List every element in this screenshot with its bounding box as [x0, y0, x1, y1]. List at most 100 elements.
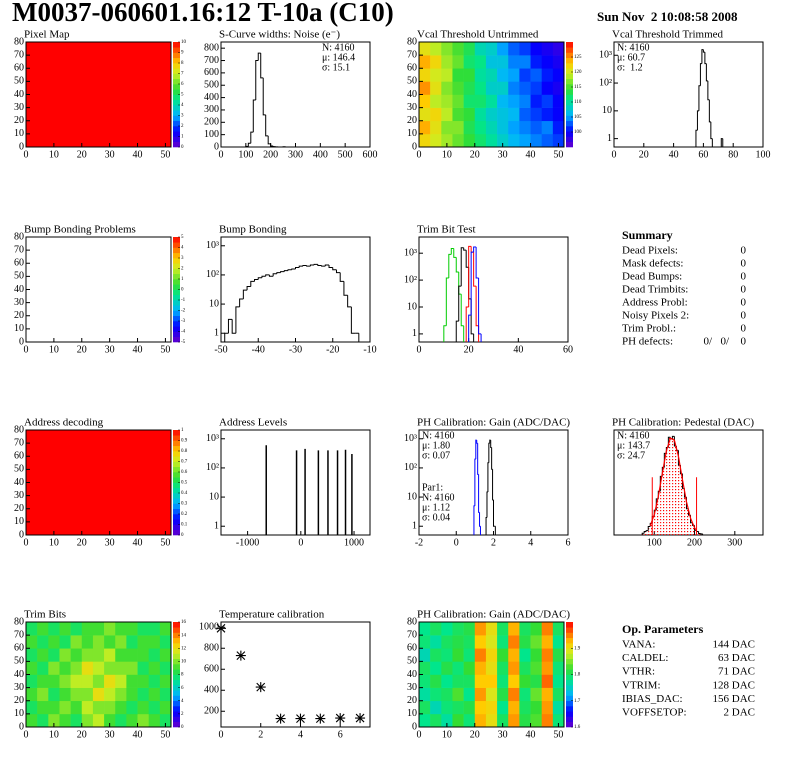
heatmap-cell [552, 120, 565, 135]
heatmap-cell [541, 81, 554, 95]
heatmap-cell [115, 635, 127, 649]
heatmap-cell [48, 674, 60, 688]
colorbar-cell [173, 519, 180, 525]
summary-label: Address Probl: [622, 297, 688, 309]
y-tick-label: 800 [204, 643, 219, 654]
heatmap-cell [81, 661, 94, 675]
x-tick-label: 0 [417, 344, 422, 355]
y-tick-label: 600 [204, 67, 219, 78]
heatmap-cell [519, 622, 531, 636]
bar-fill [694, 530, 697, 535]
heatmap-cell [552, 55, 565, 69]
colorbar-cell [173, 263, 180, 269]
heatmap-cell [530, 68, 542, 82]
plot-frame [418, 236, 569, 343]
colorbar-tick-label: 2 [181, 124, 184, 129]
histogram-bin [475, 246, 479, 279]
heatmap-cell [530, 687, 542, 702]
x-tick-label: 0 [24, 537, 29, 548]
colorbar-tick-label: 5 [181, 235, 184, 240]
histogram-bin [250, 131, 254, 144]
parameter-name: VTHR: [622, 666, 655, 678]
heatmap-cell [552, 661, 565, 675]
histogram-bin [245, 145, 249, 147]
bar-fill [698, 533, 701, 535]
heatmap-cell [485, 81, 498, 95]
colorbar-cell [173, 627, 180, 633]
summary-value: 0/ [720, 336, 730, 348]
histogram-bin [272, 273, 277, 277]
heatmap-cell [541, 120, 554, 135]
x-tick-label: 200 [263, 149, 278, 160]
heatmap-cell [452, 635, 464, 649]
colorbar-cell [173, 529, 180, 536]
bar-fill [652, 516, 655, 535]
bar-fill [648, 526, 651, 535]
y-tick-label: 500 [204, 80, 219, 91]
histogram-bin [698, 531, 701, 535]
heatmap-cell [441, 94, 453, 108]
y-tick-label: 10 [407, 301, 417, 312]
stats-line: N: 4160 [617, 42, 650, 53]
chart-title: Bump Bonding Problems [24, 224, 136, 236]
histogram-bin [261, 275, 266, 278]
colorbar-cell [173, 451, 180, 457]
heatmap-cell [419, 622, 431, 636]
colorbar-cell [173, 493, 180, 499]
bar-fill [690, 522, 693, 535]
heatmap-cell [508, 68, 520, 82]
colorbar-tick-label: 12 [181, 646, 187, 651]
parameter-value: 71 DAC [718, 666, 755, 678]
heatmap-cell [48, 635, 60, 649]
x-tick-label: 40 [133, 729, 143, 740]
colorbar-tick-label: 0.6 [181, 470, 188, 475]
heatmap-cell [126, 674, 138, 688]
plot-frame [220, 429, 371, 536]
histogram-bin [645, 530, 649, 532]
x-tick-label: 10 [49, 537, 59, 548]
histogram-bin [455, 320, 459, 342]
x-tick-label: 40 [526, 149, 536, 160]
histogram-bin [265, 114, 269, 137]
colorbar-cell [173, 300, 180, 306]
colorbar-tick-label: 2 [181, 712, 184, 717]
chart-title: PH Calibration: Pedestal (DAC) [612, 417, 754, 429]
point [315, 713, 326, 724]
summary-value: 0 [741, 258, 747, 270]
bar-fill [686, 508, 689, 535]
colorbar-tick-label: 7 [181, 72, 184, 77]
y-tick-label: 200 [204, 117, 219, 128]
heatmap-cell [474, 55, 487, 69]
heatmap-cell [474, 120, 487, 135]
y-tick-label: 40 [14, 89, 24, 100]
heatmap-cell [497, 68, 509, 82]
heatmap-cell [92, 622, 105, 636]
histogram-bin [227, 318, 233, 334]
colorbar-tick-label: 14 [181, 633, 187, 638]
histogram-bin [347, 295, 352, 308]
histogram-bin [671, 435, 675, 439]
y-tick-label: 40 [14, 284, 24, 295]
parameters-title: Op. Parameters [622, 622, 704, 636]
colorbar-cell [173, 47, 180, 53]
colorbar-tick-label: 1.8 [574, 673, 581, 678]
heatmap-cell [541, 700, 554, 715]
chart-title: Address Levels [219, 417, 287, 429]
heatmap-cell [519, 94, 531, 108]
point [275, 713, 286, 724]
heatmap-cell [81, 648, 94, 662]
histogram-bin [235, 306, 240, 334]
colorbar-cell [173, 141, 180, 148]
colorbar-cell [173, 315, 180, 322]
colorbar-cell [173, 289, 180, 296]
colorbar-cell [566, 73, 573, 80]
y-tick-label: 80 [14, 36, 24, 47]
bar-fill [678, 465, 681, 535]
colorbar-cell [173, 716, 180, 723]
heatmap-cell [530, 713, 542, 728]
x-tick-label: 0 [612, 149, 617, 160]
histogram-bin [460, 247, 464, 287]
heatmap-cell [474, 42, 487, 56]
colorbar-tick-label: 6 [181, 686, 184, 691]
histogram-bin [321, 265, 326, 267]
